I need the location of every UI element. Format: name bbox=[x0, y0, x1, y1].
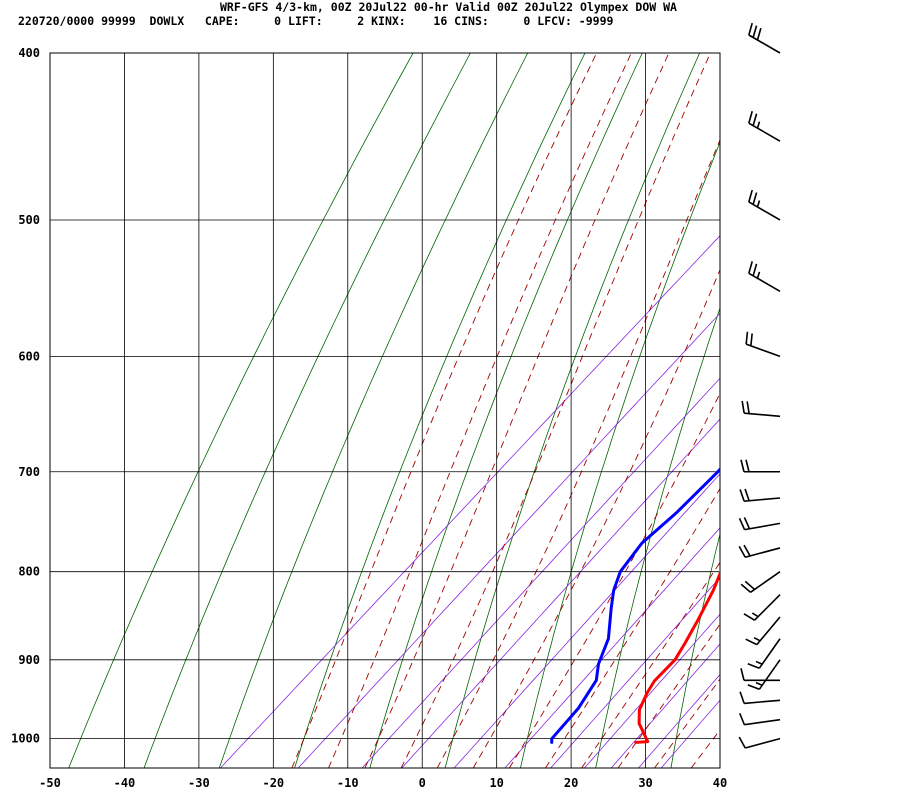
moist-adiabat bbox=[328, 53, 632, 768]
wind-barb bbox=[747, 659, 781, 691]
y-tick-label: 800 bbox=[18, 565, 40, 579]
x-tick-label: 20 bbox=[564, 776, 578, 790]
x-tick-label: -20 bbox=[262, 776, 284, 790]
mixing-ratio-line bbox=[401, 418, 720, 768]
mixing-ratio-line bbox=[584, 613, 720, 768]
x-tick-label: 40 bbox=[713, 776, 727, 790]
wind-barb bbox=[745, 616, 781, 646]
wind-barb bbox=[738, 712, 781, 726]
y-tick-label: 400 bbox=[18, 46, 40, 60]
wind-barb bbox=[748, 189, 781, 221]
plot-frame bbox=[49, 52, 721, 769]
dry-adiabat bbox=[822, 53, 900, 768]
dewpoint-profile-line bbox=[550, 467, 720, 744]
mixing-ratio-line bbox=[638, 673, 720, 768]
wind-barb bbox=[748, 111, 781, 142]
x-tick-label: 10 bbox=[489, 776, 503, 790]
dry-adiabat bbox=[746, 53, 900, 768]
dry-adiabat bbox=[218, 53, 529, 768]
wind-barb bbox=[738, 517, 781, 531]
wind-barb bbox=[740, 459, 780, 473]
wind-barb bbox=[738, 736, 781, 749]
header-stats: 220720/0000 99999 DOWLX CAPE: 0 LIFT: 2 … bbox=[18, 14, 614, 28]
wind-barb bbox=[748, 22, 781, 54]
temperature-profile-line bbox=[634, 570, 720, 744]
x-tick-label: -40 bbox=[114, 776, 136, 790]
wind-barb bbox=[739, 488, 781, 502]
wind-barb bbox=[741, 400, 781, 418]
wind-barb bbox=[743, 594, 781, 621]
wind-barb bbox=[748, 261, 781, 292]
dry-adiabat bbox=[444, 53, 700, 768]
moist-adiabat bbox=[508, 392, 720, 768]
mixing-ratio-line bbox=[550, 576, 720, 768]
moist-adiabat bbox=[617, 623, 720, 768]
x-tick-label: -10 bbox=[337, 776, 359, 790]
moist-adiabat bbox=[545, 487, 720, 768]
dry-adiabat bbox=[143, 53, 471, 768]
moist-adiabat bbox=[364, 53, 670, 768]
moist-adiabat bbox=[654, 678, 720, 768]
x-tick-label: -30 bbox=[188, 776, 210, 790]
wind-barb bbox=[739, 691, 781, 705]
y-tick-label: 600 bbox=[18, 349, 40, 363]
moist-adiabat bbox=[291, 53, 598, 768]
mixing-ratio-line bbox=[453, 473, 720, 768]
dry-adiabat bbox=[369, 53, 643, 768]
wind-barb bbox=[745, 331, 781, 358]
header-title: WRF-GFS 4/3-km, 00Z 20Jul22 00-hr Valid … bbox=[220, 0, 677, 14]
moist-adiabat bbox=[400, 53, 711, 768]
x-tick-label: 0 bbox=[419, 776, 426, 790]
wind-barb bbox=[740, 571, 781, 593]
y-tick-label: 700 bbox=[18, 465, 40, 479]
y-tick-label: 1000 bbox=[11, 732, 40, 746]
wind-barb bbox=[740, 668, 780, 682]
mixing-ratio-line bbox=[504, 527, 720, 768]
moist-adiabat bbox=[472, 268, 720, 768]
mixing-ratio-line bbox=[610, 643, 720, 768]
mixing-ratio-line bbox=[297, 312, 720, 768]
dry-adiabat bbox=[670, 532, 720, 768]
dry-adiabat bbox=[68, 53, 414, 768]
y-tick-label: 500 bbox=[18, 213, 40, 227]
y-tick-label: 900 bbox=[18, 653, 40, 667]
moist-adiabat bbox=[436, 138, 720, 768]
moist-adiabat bbox=[581, 561, 720, 768]
moist-adiabat bbox=[690, 729, 720, 768]
dry-adiabat bbox=[294, 53, 586, 768]
mixing-ratio-line bbox=[660, 699, 720, 768]
mixing-ratio-line bbox=[220, 235, 720, 768]
x-tick-label: 30 bbox=[638, 776, 652, 790]
x-tick-label: -50 bbox=[39, 776, 61, 790]
dry-adiabat bbox=[520, 141, 720, 768]
wind-barb bbox=[738, 544, 781, 559]
mixing-ratio-line bbox=[361, 377, 720, 768]
dry-adiabat bbox=[595, 306, 720, 768]
wind-barb bbox=[747, 638, 781, 669]
